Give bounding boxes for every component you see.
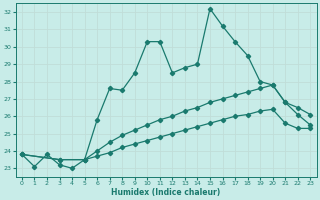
X-axis label: Humidex (Indice chaleur): Humidex (Indice chaleur): [111, 188, 221, 197]
